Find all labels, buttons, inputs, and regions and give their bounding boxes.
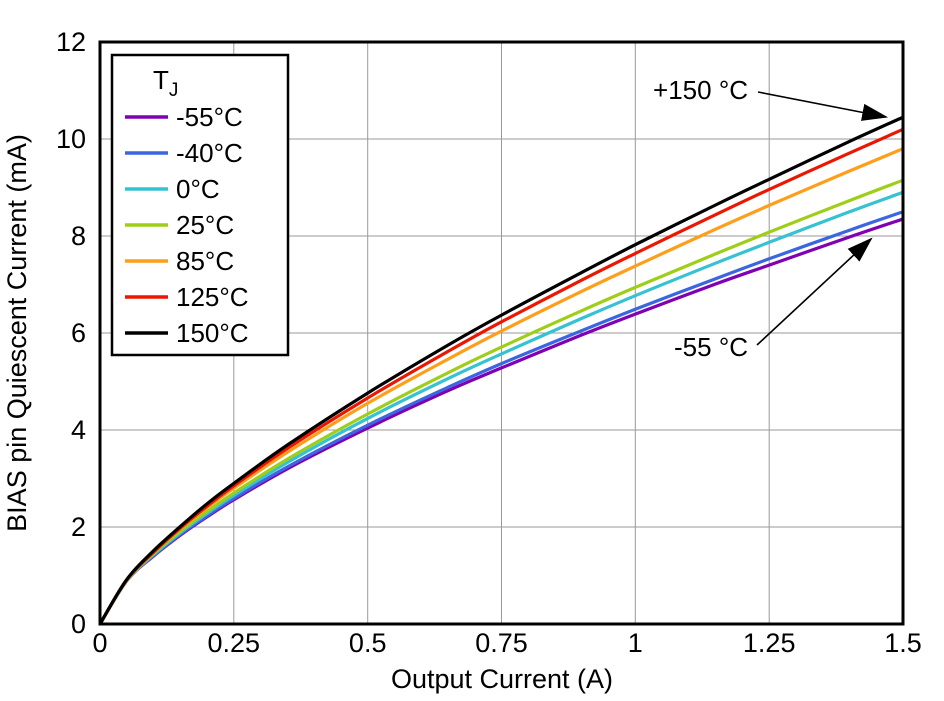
y-tick-label: 12 — [56, 27, 86, 57]
annotation-arrow--55c — [756, 237, 873, 346]
x-axis-title: Output Current (A) — [391, 664, 613, 694]
x-tick-label: 0.5 — [349, 628, 387, 658]
legend-entry-125c: 125°C — [125, 282, 249, 312]
y-tick-label: 4 — [71, 415, 86, 445]
y-tick-label: 10 — [56, 124, 86, 154]
legend-entry--55c: -55°C — [125, 102, 243, 132]
legend-label--40c: -40°C — [176, 138, 243, 168]
series-line-150c — [100, 115, 903, 624]
x-tick-label: 1 — [628, 628, 643, 658]
legend-label--55c: -55°C — [176, 102, 243, 132]
y-axis-title: BIAS pin Quiescent Current (mA) — [2, 134, 32, 532]
legend-entry-25c: 25°C — [125, 210, 234, 240]
x-tick-label: 0 — [92, 628, 107, 658]
annotation-label--55c: -55 °C — [674, 332, 748, 362]
annotation--55c: -55 °C — [674, 237, 873, 362]
legend-label-150c: 150°C — [176, 318, 249, 348]
annotation-label-150c: +150 °C — [653, 75, 748, 105]
y-tick-label: 0 — [71, 609, 86, 639]
x-tick-label: 0.25 — [208, 628, 261, 658]
legend-label-85c: 85°C — [176, 246, 234, 276]
y-tick-label: 2 — [71, 512, 86, 542]
plot-border — [98, 40, 905, 626]
x-tick-label: 1.25 — [743, 628, 796, 658]
legend-entry--40c: -40°C — [125, 138, 243, 168]
y-tick-label: 8 — [71, 221, 86, 251]
legend-box — [110, 53, 290, 357]
legend-entry-0c: 0°C — [125, 174, 220, 204]
annotation-150c: +150 °C — [653, 75, 889, 121]
y-tick-label: 6 — [71, 318, 86, 348]
legend-label-125c: 125°C — [176, 282, 249, 312]
x-tick-label: 1.5 — [884, 628, 922, 658]
legend-entry-150c: 150°C — [125, 318, 249, 348]
x-tick-label: 0.75 — [475, 628, 528, 658]
series-line-25c — [100, 178, 903, 624]
legend-label-25c: 25°C — [176, 210, 234, 240]
annotation-arrow-150c — [757, 91, 889, 121]
legend-label-0c: 0°C — [176, 174, 220, 204]
legend-entry-85c: 85°C — [125, 246, 234, 276]
